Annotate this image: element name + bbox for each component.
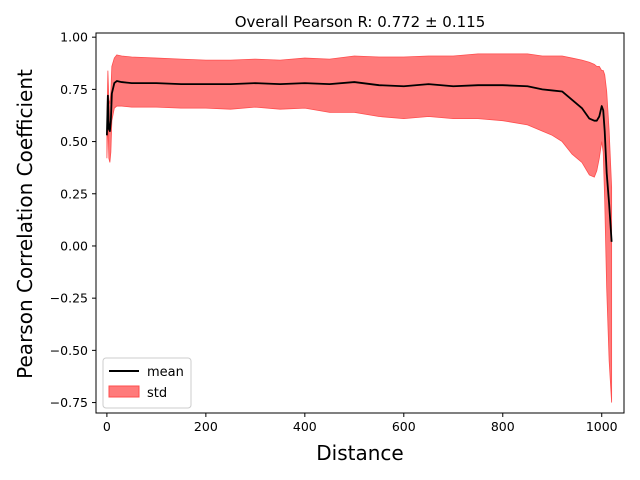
- x-tick-label: 1000: [586, 419, 618, 434]
- std-band: [106, 53, 613, 403]
- y-tick-label: 0.50: [60, 134, 88, 149]
- y-tick-label: 1.00: [60, 30, 88, 45]
- x-tick-label: 0: [103, 419, 111, 434]
- y-tick-label: 0.25: [60, 186, 88, 201]
- x-tick-label: 200: [194, 419, 218, 434]
- y-axis-label: Pearson Correlation Coefficient: [13, 69, 37, 379]
- axes: [95, 32, 625, 414]
- legend-std-swatch: [108, 385, 140, 398]
- y-tick-label: 0.75: [60, 82, 88, 97]
- y-tick-label: 0.00: [60, 238, 88, 253]
- legend-mean-label: mean: [147, 365, 184, 380]
- axes-frame: [95, 32, 625, 414]
- y-tick-label: −0.75: [50, 395, 88, 410]
- ticks: 0 200 400 600 800 1000 −0.75 −0.50 −0.25 0.00 0.25…: [50, 30, 618, 434]
- x-tick-label: 800: [491, 419, 515, 434]
- chart-title: Overall Pearson R: 0.772 ± 0.115: [235, 13, 486, 31]
- y-tick-label: −0.25: [50, 291, 88, 306]
- x-tick-label: 600: [392, 419, 416, 434]
- legend: mean std: [102, 357, 192, 409]
- plot-area: [105, 53, 613, 403]
- x-tick-label: 400: [293, 419, 317, 434]
- y-tick-label: −0.50: [50, 343, 88, 358]
- x-axis-label: Distance: [316, 441, 403, 465]
- legend-std-label: std: [147, 386, 167, 401]
- mean-line: [105, 80, 613, 242]
